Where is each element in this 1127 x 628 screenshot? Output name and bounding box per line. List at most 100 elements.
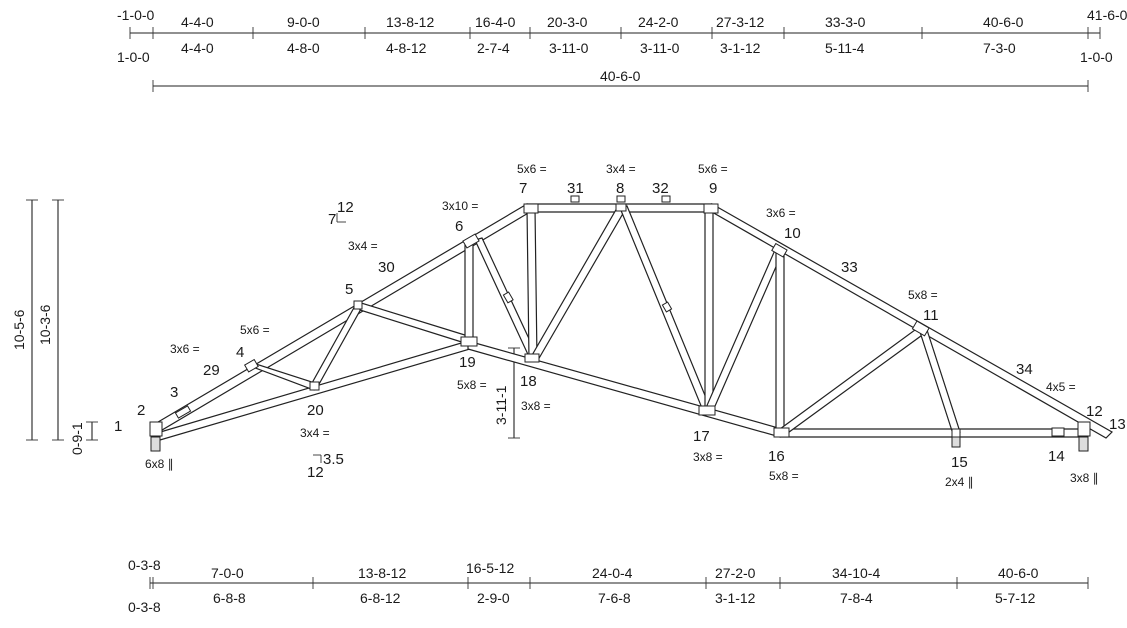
bottom-dim-upper: 7-0-0 bbox=[211, 565, 244, 581]
web-6-19 bbox=[464, 241, 474, 346]
bottom-dim-upper: 24-0-4 bbox=[592, 565, 633, 581]
plate-19 bbox=[460, 336, 478, 347]
joint-label: 6 bbox=[455, 218, 463, 235]
plate-20 bbox=[309, 381, 320, 391]
top-pitch-rise: 7 bbox=[328, 211, 336, 228]
plate-label: 3x6 = bbox=[766, 206, 796, 220]
top-dim-lower: 4-4-0 bbox=[181, 40, 214, 56]
plate-15 bbox=[951, 428, 961, 438]
joint-label: 4 bbox=[236, 344, 244, 361]
inner-height-label: 10-3-6 bbox=[37, 304, 53, 345]
bearing-15 bbox=[951, 436, 961, 448]
bottom-dim-lower: 7-6-8 bbox=[598, 590, 631, 606]
bottom-dim-upper: 40-6-0 bbox=[998, 565, 1039, 581]
bottom-dim-upper: 34-10-4 bbox=[832, 565, 880, 581]
plate-4 bbox=[243, 358, 259, 373]
web-8-18 bbox=[530, 207, 626, 361]
plate-label: 5x8 = bbox=[769, 469, 799, 483]
plate-label: 3x8 = bbox=[693, 450, 723, 464]
plate-label: 4x5 = bbox=[1046, 380, 1076, 394]
top-dim-lower: 7-3-0 bbox=[983, 40, 1016, 56]
top-dim-lower: 3-1-12 bbox=[720, 40, 761, 56]
top-dimension-string: -1-0-0 4-4-0 9-0-0 13-8-12 16-4-0 20-3-0… bbox=[117, 7, 1127, 92]
bottom-dim-lower: 0-3-8 bbox=[128, 599, 161, 615]
joint-label: 13 bbox=[1109, 416, 1126, 433]
web-5-19 bbox=[357, 301, 469, 345]
plate-label: 3x8 ∥ bbox=[1070, 471, 1099, 485]
top-dim-lower: 5-11-4 bbox=[825, 40, 865, 56]
web-4-20 bbox=[248, 363, 319, 391]
joint-label: 9 bbox=[709, 180, 717, 197]
joint-label: 18 bbox=[520, 373, 537, 390]
brace-mark bbox=[661, 301, 673, 313]
top-dim-lower: 4-8-12 bbox=[386, 40, 427, 56]
bottom-chord-flat bbox=[779, 428, 1086, 438]
plate-label: 5x6 = bbox=[517, 162, 547, 176]
joint-label: 31 bbox=[567, 180, 584, 197]
web-10-17 bbox=[704, 249, 783, 414]
joint-label: 5 bbox=[345, 281, 353, 298]
joint-label: 17 bbox=[693, 428, 710, 445]
joint-label: 29 bbox=[203, 362, 220, 379]
mid-height-label: 3-11-1 bbox=[493, 385, 509, 425]
bottom-dim-upper: 16-5-12 bbox=[466, 560, 514, 576]
top-dim-upper: 41-6-0 bbox=[1087, 7, 1127, 23]
joint-label: 7 bbox=[519, 180, 527, 197]
web-10-16 bbox=[775, 249, 785, 434]
joint-labels: 1 2 3 4 5 6 7 8 9 10 11 12 13 14 15 16 1… bbox=[114, 180, 1126, 471]
pitch-symbols: 7 12 3.5 12 bbox=[307, 199, 354, 481]
plate-17 bbox=[698, 405, 716, 416]
bottom-dim-lower: 7-8-4 bbox=[840, 590, 873, 606]
top-dim-upper: 4-4-0 bbox=[181, 14, 214, 30]
joint-label: 11 bbox=[923, 307, 939, 324]
plate-2 bbox=[149, 421, 163, 437]
joint-label: 14 bbox=[1048, 448, 1065, 465]
joint-label: 16 bbox=[768, 448, 785, 465]
plate-10 bbox=[771, 242, 788, 258]
top-dim-lower: 1-0-0 bbox=[1080, 49, 1113, 65]
truss-members bbox=[152, 202, 1113, 441]
joint-label: 15 bbox=[951, 454, 968, 471]
bearing-left bbox=[150, 436, 161, 452]
bottom-dim-lower: 3-1-12 bbox=[715, 590, 756, 606]
heel-height-label: 0-9-1 bbox=[69, 422, 85, 455]
plate-label: 3x8 = bbox=[521, 399, 551, 413]
marker-32 bbox=[661, 195, 671, 203]
top-dim-upper: 27-3-12 bbox=[716, 14, 764, 30]
plate-6 bbox=[462, 233, 480, 249]
top-chord-right bbox=[711, 202, 1113, 439]
top-dim-lower: 3-11-0 bbox=[640, 40, 680, 56]
joint-label: 1 bbox=[114, 418, 122, 435]
plate-8 bbox=[615, 203, 627, 212]
plate-label: 2x4 ∥ bbox=[945, 475, 974, 489]
connector-plates bbox=[149, 195, 1091, 452]
plate-labels: 6x8 ∥ 3x6 = 5x6 = 3x4 = 3x10 = 5x6 = 3x4… bbox=[145, 162, 1099, 489]
joint-label: 30 bbox=[378, 259, 395, 276]
top-dim-upper: 20-3-0 bbox=[547, 14, 588, 30]
top-dim-upper: 9-0-0 bbox=[287, 14, 320, 30]
top-dim-lower: 1-0-0 bbox=[117, 49, 150, 65]
overall-span-label: 40-6-0 bbox=[600, 68, 641, 84]
bottom-dim-upper: 0-3-8 bbox=[128, 557, 161, 573]
top-dim-upper: 33-3-0 bbox=[825, 14, 866, 30]
bottom-dim-upper: 27-2-0 bbox=[715, 565, 756, 581]
plate-label: 3x6 = bbox=[170, 342, 200, 356]
top-dim-upper: 13-8-12 bbox=[386, 14, 434, 30]
top-dim-upper: 40-6-0 bbox=[983, 14, 1024, 30]
web-11-16 bbox=[779, 326, 926, 436]
plate-label: 6x8 ∥ bbox=[145, 457, 174, 471]
plate-5 bbox=[353, 300, 363, 310]
top-dim-lower: 3-11-0 bbox=[549, 40, 589, 56]
plate-16 bbox=[773, 427, 790, 438]
bottom-dim-lower: 6-8-12 bbox=[360, 590, 401, 606]
joint-label: 8 bbox=[616, 180, 624, 197]
plate-18 bbox=[524, 353, 540, 363]
plate-label: 3x4 = bbox=[606, 162, 636, 176]
plate-label: 3x4 = bbox=[300, 426, 330, 440]
top-dim-upper: -1-0-0 bbox=[117, 7, 155, 23]
joint-label: 10 bbox=[784, 225, 801, 242]
bearing-right bbox=[1078, 436, 1089, 452]
joint-label: 12 bbox=[1086, 403, 1103, 420]
joint-label: 32 bbox=[652, 180, 669, 197]
